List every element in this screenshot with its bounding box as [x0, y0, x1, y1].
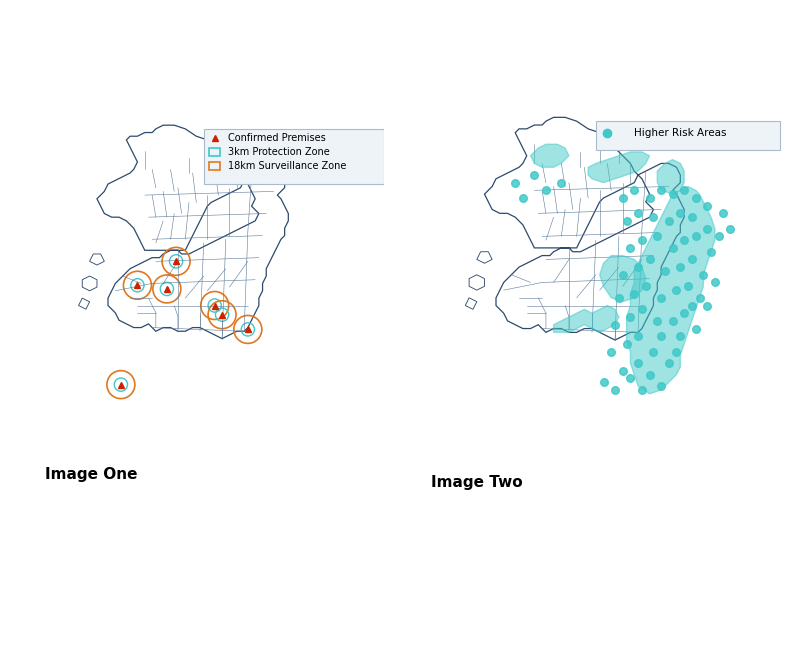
Text: Image Two: Image Two — [430, 474, 522, 490]
Polygon shape — [600, 255, 646, 302]
Text: Image One: Image One — [46, 467, 138, 482]
FancyBboxPatch shape — [596, 121, 780, 150]
Text: 18km Surveillance Zone: 18km Surveillance Zone — [228, 161, 346, 171]
Text: Confirmed Premises: Confirmed Premises — [228, 133, 326, 143]
Polygon shape — [78, 298, 90, 309]
Polygon shape — [485, 118, 684, 340]
FancyBboxPatch shape — [204, 129, 384, 184]
Text: Higher Risk Areas: Higher Risk Areas — [634, 128, 726, 138]
Polygon shape — [554, 306, 619, 332]
Polygon shape — [626, 187, 715, 394]
Polygon shape — [466, 298, 477, 309]
Text: 3km Protection Zone: 3km Protection Zone — [228, 147, 330, 157]
Polygon shape — [97, 125, 288, 339]
Polygon shape — [82, 276, 97, 291]
Polygon shape — [658, 160, 684, 194]
Polygon shape — [477, 252, 492, 263]
Polygon shape — [530, 144, 569, 167]
Polygon shape — [90, 254, 104, 265]
Polygon shape — [588, 152, 650, 183]
Polygon shape — [469, 275, 485, 290]
